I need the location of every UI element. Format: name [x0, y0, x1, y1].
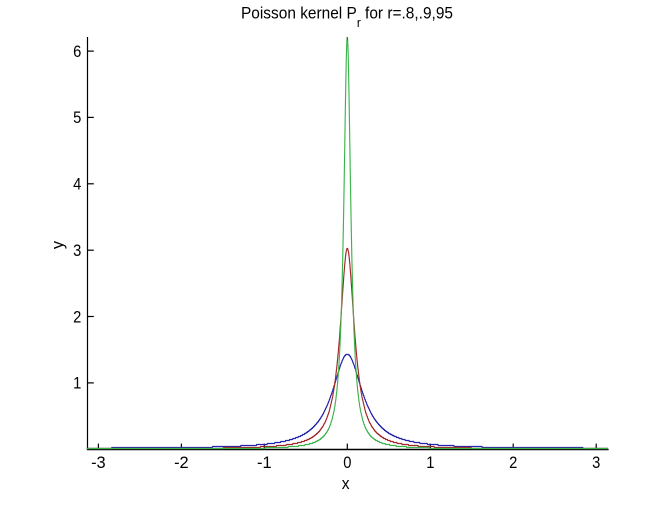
- svg-text:2: 2: [509, 453, 517, 472]
- svg-text:1: 1: [73, 374, 81, 393]
- svg-text:0: 0: [343, 453, 351, 472]
- svg-text:-1: -1: [257, 453, 272, 472]
- svg-text:y: y: [48, 240, 67, 249]
- svg-text:x: x: [342, 474, 350, 493]
- svg-text:6: 6: [73, 42, 81, 61]
- svg-text:3: 3: [73, 241, 81, 260]
- svg-text:-3: -3: [91, 453, 106, 472]
- svg-text:5: 5: [73, 108, 81, 127]
- svg-text:4: 4: [73, 175, 81, 194]
- svg-text:-2: -2: [174, 453, 189, 472]
- svg-text:2: 2: [73, 307, 81, 326]
- svg-text:1: 1: [426, 453, 434, 472]
- svg-text:3: 3: [592, 453, 600, 472]
